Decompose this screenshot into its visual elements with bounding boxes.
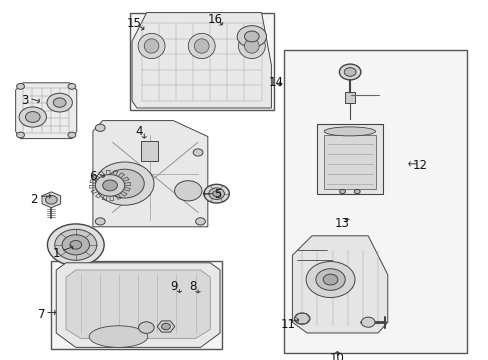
Text: 12: 12 [412,159,427,172]
Circle shape [17,84,24,89]
Polygon shape [16,83,77,139]
Bar [283,50,466,353]
Ellipse shape [238,33,264,59]
Circle shape [138,322,154,333]
Polygon shape [93,121,207,227]
Text: 7: 7 [38,309,45,321]
Circle shape [353,189,359,194]
Circle shape [212,191,220,197]
Text: 10: 10 [329,352,344,360]
Circle shape [47,224,104,266]
Circle shape [294,313,309,324]
Ellipse shape [188,33,215,59]
Circle shape [68,132,76,138]
Text: 2: 2 [30,193,38,206]
Polygon shape [157,321,174,332]
Circle shape [244,31,259,42]
Polygon shape [292,236,387,333]
Text: 6: 6 [89,170,97,183]
Text: 8: 8 [189,280,197,293]
Circle shape [55,229,97,260]
Circle shape [361,317,374,327]
Circle shape [161,323,170,330]
Circle shape [95,162,154,205]
Polygon shape [42,192,61,208]
Ellipse shape [89,326,147,347]
Circle shape [305,261,354,297]
Text: 13: 13 [334,217,349,230]
Bar [316,124,382,194]
Ellipse shape [194,39,209,53]
Text: 4: 4 [135,125,143,138]
Text: 16: 16 [207,13,222,26]
Circle shape [95,124,105,131]
Bar [345,92,354,103]
Polygon shape [66,270,210,338]
Circle shape [193,149,203,156]
Circle shape [45,195,57,204]
Text: 5: 5 [213,188,221,201]
Circle shape [315,269,345,290]
Circle shape [344,68,355,76]
Polygon shape [56,263,220,347]
Circle shape [47,93,72,112]
Circle shape [95,218,105,225]
Bar [141,141,158,161]
Circle shape [339,189,345,194]
Bar [129,13,273,110]
Circle shape [53,98,66,107]
Text: 9: 9 [169,280,177,293]
Circle shape [174,181,202,201]
Circle shape [95,175,124,196]
Text: 1: 1 [52,247,60,260]
Text: 14: 14 [268,76,283,89]
Circle shape [102,180,117,191]
Circle shape [195,218,205,225]
Circle shape [105,169,144,198]
Circle shape [25,112,40,122]
Polygon shape [132,13,271,108]
Circle shape [237,26,266,47]
Text: 11: 11 [281,318,295,330]
Circle shape [17,132,24,138]
Circle shape [70,240,81,249]
Ellipse shape [144,39,159,53]
Ellipse shape [324,127,375,136]
Circle shape [62,235,89,255]
Ellipse shape [244,39,259,53]
Circle shape [339,64,360,80]
Circle shape [203,184,229,203]
Ellipse shape [138,33,164,59]
Circle shape [68,84,76,89]
Text: 3: 3 [20,94,28,107]
Circle shape [19,107,46,127]
Circle shape [208,188,224,199]
Circle shape [323,274,337,285]
Bar [51,261,222,349]
Bar [324,135,375,189]
Text: 15: 15 [127,17,142,30]
